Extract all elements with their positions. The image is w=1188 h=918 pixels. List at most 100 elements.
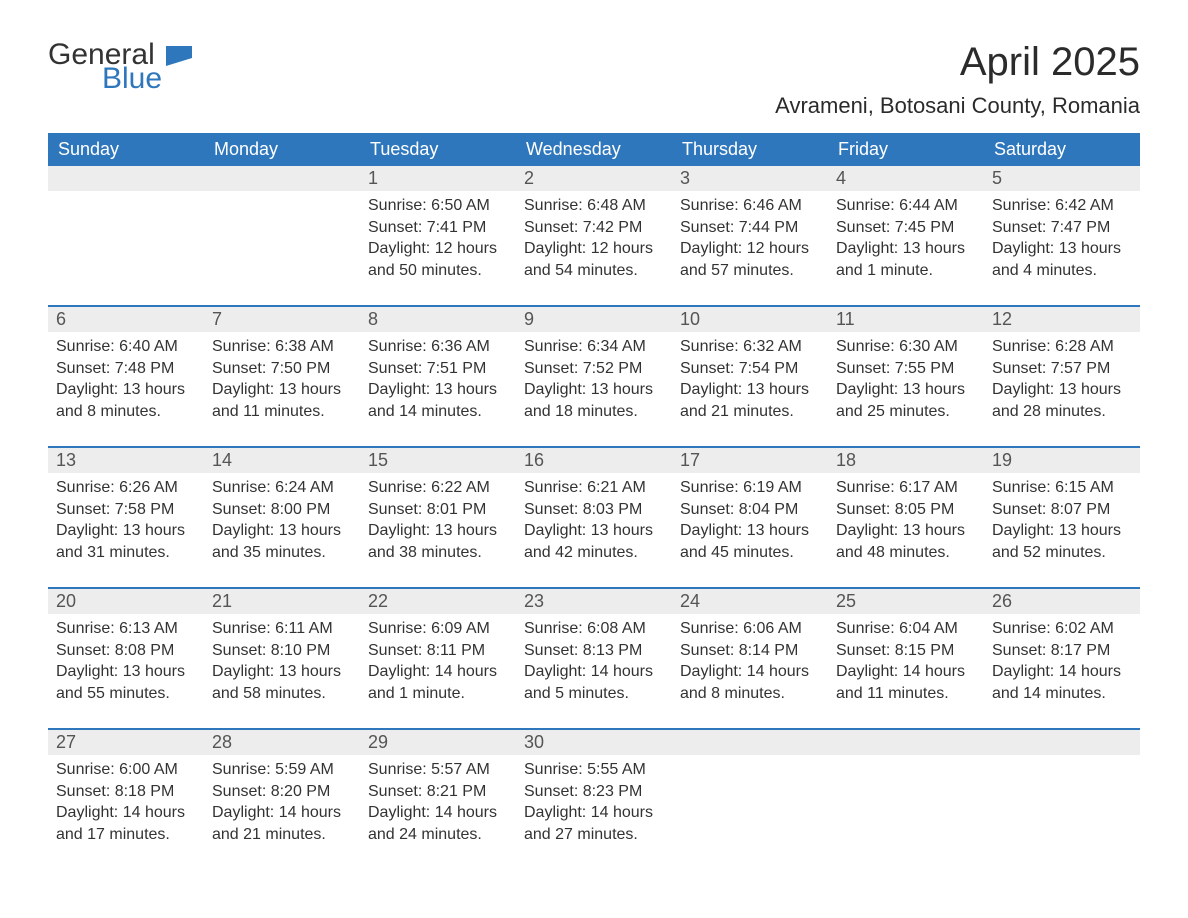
day-daylight2: and 14 minutes. [368, 401, 508, 423]
week-row: 27282930Sunrise: 6:00 AMSunset: 8:18 PMD… [48, 728, 1140, 851]
day-sunset: Sunset: 7:58 PM [56, 499, 196, 521]
day-sunrise: Sunrise: 6:42 AM [992, 195, 1132, 217]
day-sunrise: Sunrise: 6:36 AM [368, 336, 508, 358]
day-daylight2: and 57 minutes. [680, 260, 820, 282]
day-daylight1: Daylight: 13 hours [368, 379, 508, 401]
logo: General Blue [48, 40, 192, 94]
day-sunrise: Sunrise: 6:32 AM [680, 336, 820, 358]
day-detail: Sunrise: 6:38 AMSunset: 7:50 PMDaylight:… [204, 332, 360, 428]
day-sunset: Sunset: 8:05 PM [836, 499, 976, 521]
day-number: 5 [984, 166, 1140, 191]
day-daylight2: and 24 minutes. [368, 824, 508, 846]
day-number [984, 730, 1140, 755]
day-number: 14 [204, 448, 360, 473]
day-number: 20 [48, 589, 204, 614]
dow-sunday: Sunday [48, 133, 204, 166]
day-number: 30 [516, 730, 672, 755]
day-number: 24 [672, 589, 828, 614]
day-daylight2: and 50 minutes. [368, 260, 508, 282]
week-row: 20212223242526Sunrise: 6:13 AMSunset: 8:… [48, 587, 1140, 710]
dow-friday: Friday [828, 133, 984, 166]
day-number: 4 [828, 166, 984, 191]
detail-row: Sunrise: 6:13 AMSunset: 8:08 PMDaylight:… [48, 614, 1140, 710]
day-detail: Sunrise: 6:04 AMSunset: 8:15 PMDaylight:… [828, 614, 984, 710]
day-daylight1: Daylight: 13 hours [836, 379, 976, 401]
day-daylight2: and 11 minutes. [836, 683, 976, 705]
day-sunset: Sunset: 8:04 PM [680, 499, 820, 521]
day-sunset: Sunset: 7:48 PM [56, 358, 196, 380]
day-daylight2: and 52 minutes. [992, 542, 1132, 564]
day-number [828, 730, 984, 755]
title-block: April 2025 Avrameni, Botosani County, Ro… [775, 40, 1140, 119]
day-daylight1: Daylight: 13 hours [992, 238, 1132, 260]
day-sunrise: Sunrise: 6:48 AM [524, 195, 664, 217]
day-daylight2: and 54 minutes. [524, 260, 664, 282]
day-daylight1: Daylight: 12 hours [368, 238, 508, 260]
daynum-row: 12345 [48, 166, 1140, 191]
day-number: 18 [828, 448, 984, 473]
day-daylight1: Daylight: 13 hours [56, 379, 196, 401]
day-daylight1: Daylight: 12 hours [680, 238, 820, 260]
day-detail: Sunrise: 6:34 AMSunset: 7:52 PMDaylight:… [516, 332, 672, 428]
day-daylight1: Daylight: 14 hours [368, 802, 508, 824]
day-sunrise: Sunrise: 6:13 AM [56, 618, 196, 640]
day-detail: Sunrise: 6:46 AMSunset: 7:44 PMDaylight:… [672, 191, 828, 287]
day-daylight1: Daylight: 13 hours [212, 661, 352, 683]
month-title: April 2025 [775, 40, 1140, 85]
day-detail: Sunrise: 6:13 AMSunset: 8:08 PMDaylight:… [48, 614, 204, 710]
day-daylight2: and 17 minutes. [56, 824, 196, 846]
day-sunrise: Sunrise: 6:21 AM [524, 477, 664, 499]
day-sunset: Sunset: 7:41 PM [368, 217, 508, 239]
day-daylight1: Daylight: 14 hours [524, 661, 664, 683]
day-number: 9 [516, 307, 672, 332]
day-daylight2: and 38 minutes. [368, 542, 508, 564]
day-sunrise: Sunrise: 6:24 AM [212, 477, 352, 499]
day-sunrise: Sunrise: 5:59 AM [212, 759, 352, 781]
day-sunrise: Sunrise: 6:28 AM [992, 336, 1132, 358]
day-number: 3 [672, 166, 828, 191]
day-daylight1: Daylight: 14 hours [836, 661, 976, 683]
day-detail: Sunrise: 6:24 AMSunset: 8:00 PMDaylight:… [204, 473, 360, 569]
day-number: 1 [360, 166, 516, 191]
day-sunset: Sunset: 7:47 PM [992, 217, 1132, 239]
day-sunset: Sunset: 8:00 PM [212, 499, 352, 521]
day-sunrise: Sunrise: 6:00 AM [56, 759, 196, 781]
day-sunset: Sunset: 8:01 PM [368, 499, 508, 521]
day-sunrise: Sunrise: 6:22 AM [368, 477, 508, 499]
week-row: 6789101112Sunrise: 6:40 AMSunset: 7:48 P… [48, 305, 1140, 428]
day-sunset: Sunset: 8:17 PM [992, 640, 1132, 662]
day-daylight2: and 5 minutes. [524, 683, 664, 705]
day-sunrise: Sunrise: 6:34 AM [524, 336, 664, 358]
day-daylight2: and 4 minutes. [992, 260, 1132, 282]
day-number: 23 [516, 589, 672, 614]
day-sunrise: Sunrise: 6:02 AM [992, 618, 1132, 640]
day-sunset: Sunset: 7:42 PM [524, 217, 664, 239]
day-sunrise: Sunrise: 6:50 AM [368, 195, 508, 217]
location: Avrameni, Botosani County, Romania [775, 93, 1140, 119]
day-sunset: Sunset: 8:18 PM [56, 781, 196, 803]
day-sunset: Sunset: 8:07 PM [992, 499, 1132, 521]
daynum-row: 13141516171819 [48, 448, 1140, 473]
day-number: 15 [360, 448, 516, 473]
day-sunrise: Sunrise: 6:44 AM [836, 195, 976, 217]
day-daylight1: Daylight: 14 hours [212, 802, 352, 824]
day-sunset: Sunset: 8:15 PM [836, 640, 976, 662]
day-number: 27 [48, 730, 204, 755]
day-number: 8 [360, 307, 516, 332]
day-detail: Sunrise: 5:59 AMSunset: 8:20 PMDaylight:… [204, 755, 360, 851]
day-sunset: Sunset: 8:23 PM [524, 781, 664, 803]
day-sunrise: Sunrise: 6:04 AM [836, 618, 976, 640]
dow-tuesday: Tuesday [360, 133, 516, 166]
day-detail: Sunrise: 6:50 AMSunset: 7:41 PMDaylight:… [360, 191, 516, 287]
day-sunrise: Sunrise: 6:30 AM [836, 336, 976, 358]
day-detail: Sunrise: 6:28 AMSunset: 7:57 PMDaylight:… [984, 332, 1140, 428]
header: General Blue April 2025 Avrameni, Botosa… [48, 40, 1140, 119]
day-detail: Sunrise: 6:26 AMSunset: 7:58 PMDaylight:… [48, 473, 204, 569]
day-daylight2: and 14 minutes. [992, 683, 1132, 705]
day-daylight2: and 45 minutes. [680, 542, 820, 564]
day-detail: Sunrise: 6:02 AMSunset: 8:17 PMDaylight:… [984, 614, 1140, 710]
day-detail: Sunrise: 6:15 AMSunset: 8:07 PMDaylight:… [984, 473, 1140, 569]
detail-row: Sunrise: 6:50 AMSunset: 7:41 PMDaylight:… [48, 191, 1140, 287]
day-detail: Sunrise: 6:42 AMSunset: 7:47 PMDaylight:… [984, 191, 1140, 287]
day-number: 28 [204, 730, 360, 755]
